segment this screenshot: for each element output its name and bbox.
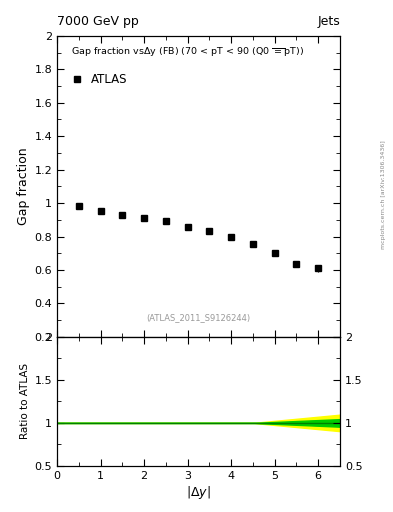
Text: ATLAS: ATLAS	[91, 73, 127, 86]
Text: (ATLAS_2011_S9126244): (ATLAS_2011_S9126244)	[147, 313, 250, 322]
Text: 7000 GeV pp: 7000 GeV pp	[57, 15, 139, 28]
Text: Jets: Jets	[317, 15, 340, 28]
Y-axis label: Ratio to ATLAS: Ratio to ATLAS	[20, 364, 30, 439]
Text: Gap fraction vs$\Delta$y (FB) (70 < pT < 90 (Q0 $\overline{=}$pT)): Gap fraction vs$\Delta$y (FB) (70 < pT <…	[71, 45, 304, 58]
X-axis label: $|\Delta y|$: $|\Delta y|$	[186, 483, 211, 501]
Y-axis label: Gap fraction: Gap fraction	[17, 147, 30, 225]
Text: mcplots.cern.ch [arXiv:1306.3436]: mcplots.cern.ch [arXiv:1306.3436]	[381, 140, 386, 249]
